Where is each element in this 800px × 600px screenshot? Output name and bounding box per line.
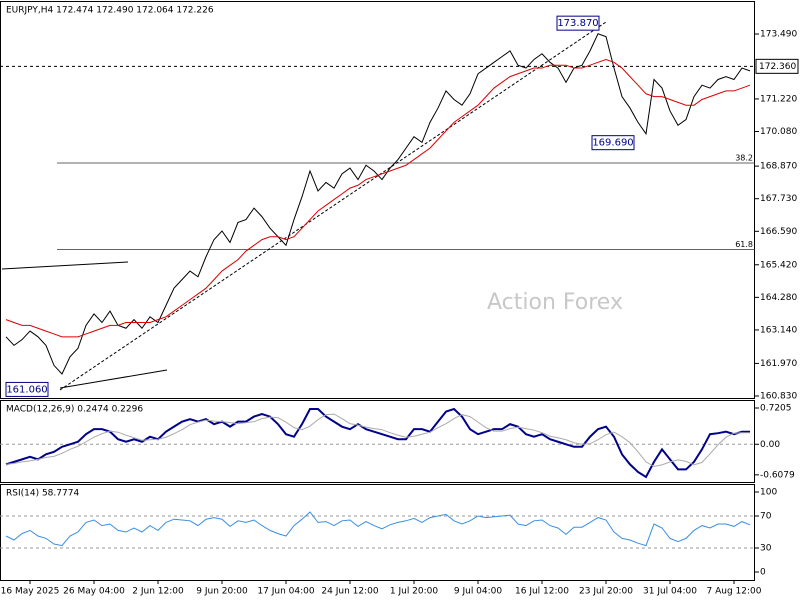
rsi-panel: [0, 484, 755, 581]
fib-label: 38.2: [735, 153, 753, 162]
x-tick-label: 26 May 04:00: [63, 587, 125, 597]
x-tick-label: 9 Jul 04:00: [454, 587, 503, 597]
x-tick-label: 1 Jul 20:00: [390, 587, 439, 597]
y-tick-label: 161.970: [760, 359, 797, 369]
channel-line: [59, 369, 168, 389]
price-panel: [0, 1, 755, 399]
current-price-label: 172.360: [759, 62, 796, 72]
x-tick-label: 9 Jun 20:00: [196, 587, 248, 597]
series-line: [5, 58, 751, 338]
annotation-box: [5, 381, 49, 397]
x-tick-label: 16 May 2025: [1, 587, 60, 597]
chart-title: EURJPY,H4 172.474 172.490 172.064 172.22…: [6, 6, 214, 16]
y-tick-label: 70: [760, 512, 772, 522]
series-line: [5, 511, 751, 547]
y-tick-label: 100: [760, 488, 777, 498]
series-line: [5, 413, 750, 467]
y-tick-label: 160.830: [760, 391, 797, 401]
y-tick-label: 164.280: [760, 293, 797, 303]
y-tick-label: 167.730: [760, 194, 797, 204]
annotation-label: 161.060: [6, 384, 47, 395]
y-tick-label: 165.420: [760, 260, 797, 270]
y-tick-label: 171.220: [760, 94, 797, 104]
y-tick-label: 0.00: [760, 440, 780, 450]
y-tick-label: 30: [760, 544, 772, 554]
fib-label: 61.8: [735, 240, 753, 249]
macd-title: MACD(12,26,9) 0.2474 0.2296: [6, 405, 143, 415]
y-tick-label: -0.6079: [760, 470, 795, 480]
y-tick-label: 166.590: [760, 227, 797, 237]
x-tick-label: 16 Jul 12:00: [515, 587, 569, 597]
y-tick-label: 168.870: [760, 162, 797, 172]
annotation-box: [591, 135, 635, 151]
x-tick-label: 17 Jun 04:00: [257, 587, 314, 597]
x-tick-label: 31 Jul 04:00: [643, 587, 697, 597]
watermark: Action Forex: [487, 290, 623, 315]
y-tick-label: 170.080: [760, 127, 797, 137]
annotation-box: [556, 15, 600, 31]
y-tick-label: 163.140: [760, 325, 797, 335]
y-tick-label: 0.7205: [760, 404, 792, 414]
annotation-label: 173.870: [557, 18, 598, 29]
y-tick-label: 0: [760, 568, 766, 578]
channel-line: [1, 261, 129, 270]
rsi-title: RSI(14) 58.7774: [6, 489, 79, 499]
y-tick-label: 173.490: [760, 30, 797, 40]
series-line: [5, 407, 750, 479]
current-price-box: [755, 58, 799, 74]
x-tick-label: 2 Jun 12:00: [132, 587, 184, 597]
x-tick-label: 23 Jul 20:00: [579, 587, 633, 597]
annotation-label: 169.690: [592, 138, 633, 149]
x-tick-label: 24 Jun 12:00: [321, 587, 378, 597]
x-tick-label: 7 Aug 12:00: [707, 587, 762, 597]
